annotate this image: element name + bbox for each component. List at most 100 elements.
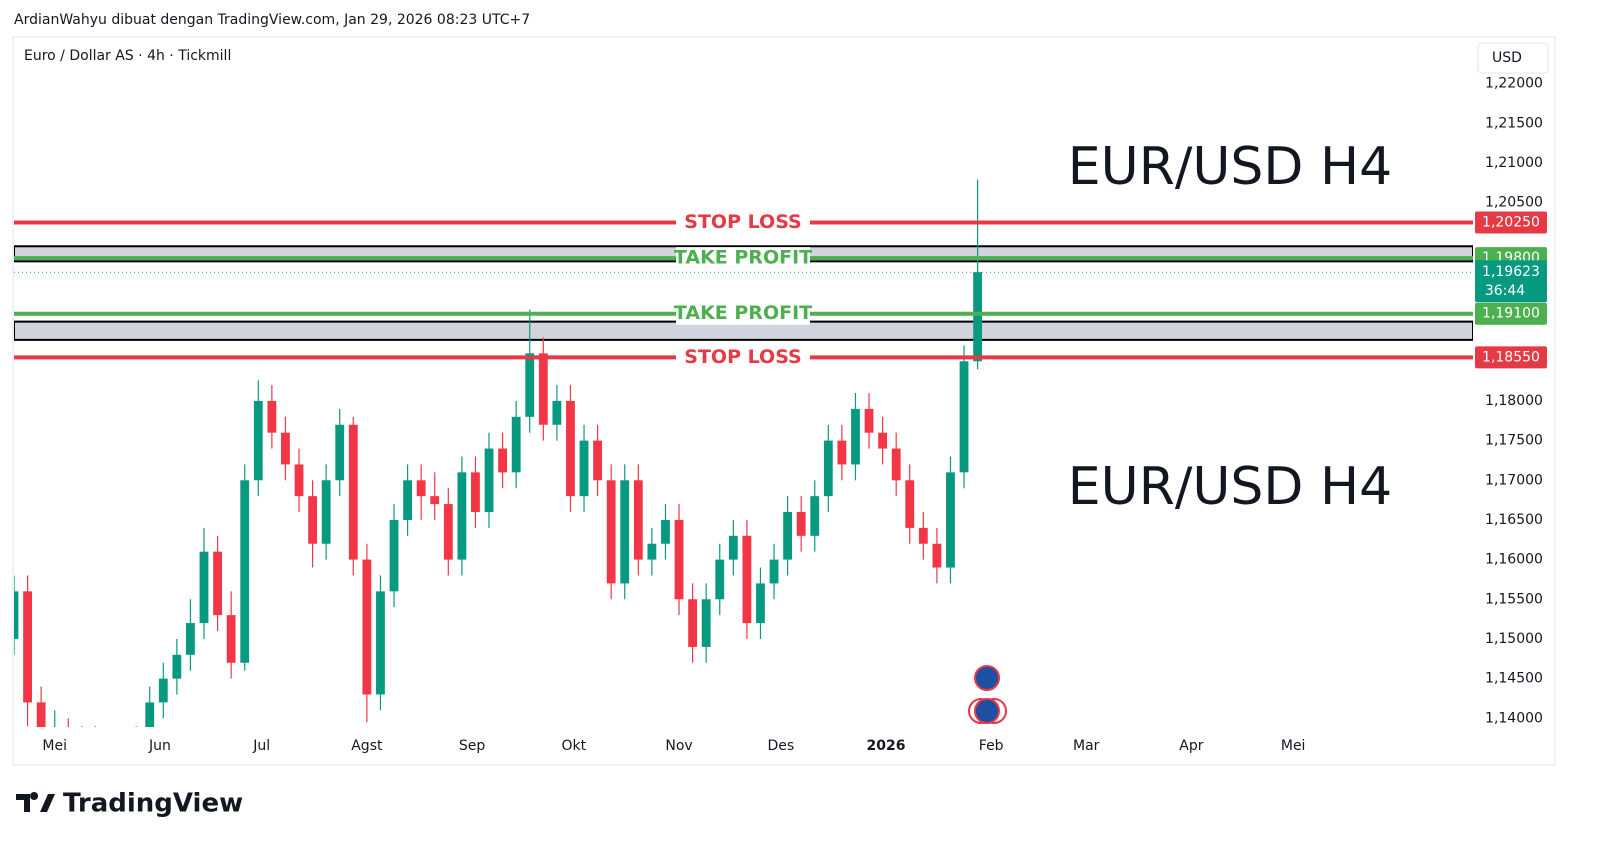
y-tick-label: 1,15500 [1485,591,1543,607]
candle-body [186,623,195,655]
annotation: EUR/USD H4 [1068,137,1392,197]
level-label: STOP LOSS [684,346,801,368]
candle-body [389,519,399,592]
x-tick-label: Jun [148,738,171,754]
candle-body [281,432,290,465]
candle-body [633,480,643,560]
candle-body [267,400,277,433]
candle-body [525,353,535,417]
candle-body [105,750,114,758]
candle-body [701,599,711,647]
x-tick-label: Okt [562,738,587,754]
candle-body [484,448,494,513]
candle-body [362,559,372,695]
candle-body [403,480,413,520]
level-label-bg [676,247,810,270]
x-tick-label: 2026 [867,738,906,754]
x-tick-label: Mei [42,738,67,754]
axis-labels: 1,14000 1,14500 1,15000 1,15500 1,16000 1,165… [42,76,1543,754]
candle-body [606,480,616,584]
candle-body [661,519,670,544]
candle-body [620,480,630,584]
x-tick-label: Mei [1281,738,1306,754]
candle-body [593,440,603,481]
candle-body [674,519,684,600]
candle-body [742,535,752,624]
candle-body [172,654,182,679]
candle-body [253,400,263,481]
y-tick-label: 1,18000 [1485,393,1543,409]
candle-body [837,440,847,465]
y-tick-label: 1,21000 [1485,155,1543,171]
candle-body [864,408,874,433]
y-tick-label: 1,15000 [1485,631,1543,647]
candle-body [14,591,19,639]
candle-body [145,702,155,727]
price-tag-label: 1,18550 [1482,349,1540,365]
y-tick-label: 1,21500 [1485,115,1543,131]
header: ArdianWahyu dibuat dengan TradingView.co… [14,12,530,28]
candle-body [647,543,657,560]
candle-body [213,551,222,616]
candle-body [566,400,575,497]
candle-body [905,480,915,528]
candle-body [511,416,521,473]
candle-body [132,742,141,766]
candle-body [688,599,698,647]
candle-body [769,559,779,584]
y-tick-label: 1,17500 [1485,433,1543,449]
candle-body [851,408,860,465]
price-tag [1475,302,1547,325]
candle-body [430,496,440,505]
level-label: STOP LOSS [684,211,801,233]
candle-body [959,361,969,473]
price-tag [1475,211,1547,234]
currency-box[interactable] [1477,42,1549,74]
candle-body [471,472,480,513]
candle-body [118,750,127,766]
level-label-bg [676,346,810,369]
level-label-bg [676,302,810,325]
candle-body [226,615,236,663]
candle-body [538,353,548,425]
candle-body [728,535,738,560]
level-label: TAKE PROFIT [674,302,812,324]
y-tick-label: 1,14000 [1485,710,1543,726]
x-tick-label: Nov [665,738,692,754]
candle-body [240,480,250,663]
candle-body [294,464,304,497]
candle-body [552,400,562,425]
candle-body [823,440,833,497]
candle-body [579,440,589,497]
candle-body [443,504,453,560]
countdown: 36:44 [1485,283,1525,299]
x-tick-label: Mar [1073,738,1100,754]
price-tag [1475,346,1547,369]
last-price-tag [1475,260,1547,303]
level-label-bg [676,211,810,234]
candle-body [796,512,806,536]
y-tick-label: 1,20500 [1485,195,1543,211]
x-tick-label: Jul [252,738,270,754]
candle-body [199,551,209,624]
candle-body [457,472,467,560]
candle-body [376,591,385,695]
x-tick-label: Des [767,738,794,754]
candle-body [891,448,901,481]
candle-body [158,678,168,703]
event-icons[interactable] [968,665,1007,724]
candle-body [91,742,100,758]
level-label: TAKE PROFIT [674,247,812,269]
candle-body [783,512,793,560]
annotation: EUR/USD H4 [1068,457,1392,517]
candle-body [946,472,955,568]
candle-body [416,480,426,497]
frame [12,36,1556,766]
logo-text: TradingView [63,789,243,819]
candle-body [23,591,32,703]
candle-body [756,583,765,624]
chart-title: Euro / Dollar AS · 4h · Tickmill [24,48,231,64]
candle-body [321,480,331,544]
